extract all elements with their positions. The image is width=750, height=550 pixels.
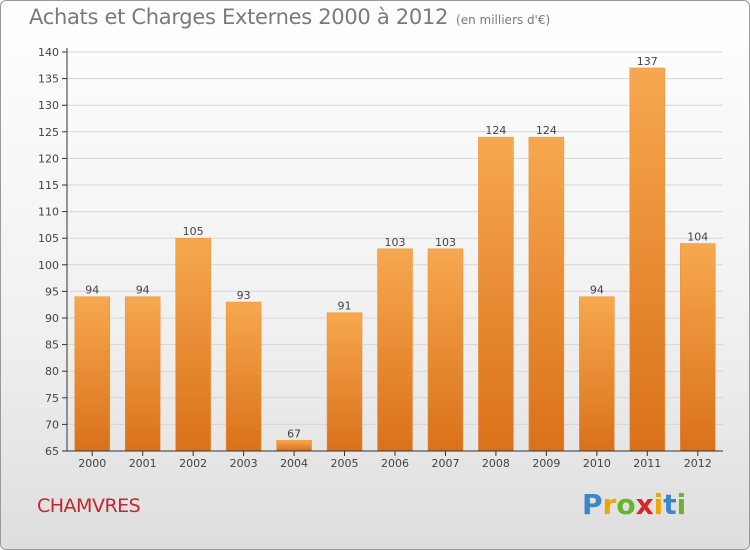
y-tick-label: 125 xyxy=(38,126,59,139)
data-label: 94 xyxy=(136,284,150,297)
place-name: CHAMVRES xyxy=(37,495,141,517)
bar xyxy=(225,301,262,452)
y-tick-label: 90 xyxy=(45,312,59,325)
logo-letter: i xyxy=(676,488,687,521)
bar xyxy=(124,296,161,452)
data-label: 67 xyxy=(287,427,301,440)
bar xyxy=(326,312,363,452)
data-label: 104 xyxy=(687,231,708,244)
x-tick-label: 2004 xyxy=(280,457,308,470)
logo-letter: P xyxy=(582,488,603,521)
bar xyxy=(629,67,666,452)
y-tick-label: 80 xyxy=(45,365,59,378)
x-tick-label: 2005 xyxy=(331,457,359,470)
y-tick-label: 100 xyxy=(38,259,59,272)
x-tick-label: 2008 xyxy=(482,457,510,470)
x-tick-label: 2000 xyxy=(78,457,106,470)
x-tick-label: 2007 xyxy=(431,457,459,470)
y-tick-label: 140 xyxy=(38,46,59,59)
y-tick-label: 120 xyxy=(38,152,59,165)
bar xyxy=(276,440,312,452)
x-tick-label: 2011 xyxy=(633,457,661,470)
logo-letter: x xyxy=(635,488,654,521)
y-tick-label: 85 xyxy=(45,339,59,352)
y-tick-label: 135 xyxy=(38,73,59,86)
bar xyxy=(74,296,110,452)
bar xyxy=(680,243,716,452)
y-tick-label: 115 xyxy=(38,179,59,192)
bar xyxy=(478,136,514,452)
logo-letter: t xyxy=(663,488,677,521)
y-tick-label: 130 xyxy=(38,99,59,112)
x-tick-label: 2002 xyxy=(179,457,207,470)
x-tick-label: 2001 xyxy=(129,457,157,470)
logo-letter: o xyxy=(616,488,636,521)
x-tick-label: 2009 xyxy=(532,457,560,470)
bar xyxy=(528,136,565,452)
y-tick-label: 105 xyxy=(38,232,59,245)
data-label: 91 xyxy=(338,300,352,313)
logo-letter: r xyxy=(602,488,617,521)
y-tick-label: 75 xyxy=(45,392,59,405)
bar xyxy=(175,237,211,452)
data-label: 124 xyxy=(536,124,557,137)
bar xyxy=(579,296,615,452)
proxiti-logo[interactable]: Proxiti xyxy=(582,488,686,521)
y-tick-label: 110 xyxy=(38,206,59,219)
data-label: 137 xyxy=(637,55,658,68)
x-tick-label: 2012 xyxy=(684,457,712,470)
logo-letter: i xyxy=(653,488,664,521)
data-label: 105 xyxy=(183,225,204,238)
x-tick-label: 2006 xyxy=(381,457,409,470)
data-label: 103 xyxy=(435,236,456,249)
data-label: 93 xyxy=(237,289,251,302)
data-label: 94 xyxy=(590,284,604,297)
chart-subtitle: (en milliers d'€) xyxy=(456,13,551,27)
bar xyxy=(427,248,464,452)
x-tick-label: 2003 xyxy=(230,457,258,470)
y-tick-label: 65 xyxy=(45,445,59,458)
y-tick-label: 95 xyxy=(45,285,59,298)
y-tick-label: 70 xyxy=(45,418,59,431)
bar xyxy=(377,248,413,452)
title-text: Achats et Charges Externes 2000 à 2012 xyxy=(29,5,449,29)
data-label: 124 xyxy=(485,124,506,137)
data-label: 103 xyxy=(385,236,406,249)
chart-title: Achats et Charges Externes 2000 à 2012 (e… xyxy=(29,5,550,29)
x-tick-label: 2010 xyxy=(583,457,611,470)
data-label: 94 xyxy=(85,284,99,297)
